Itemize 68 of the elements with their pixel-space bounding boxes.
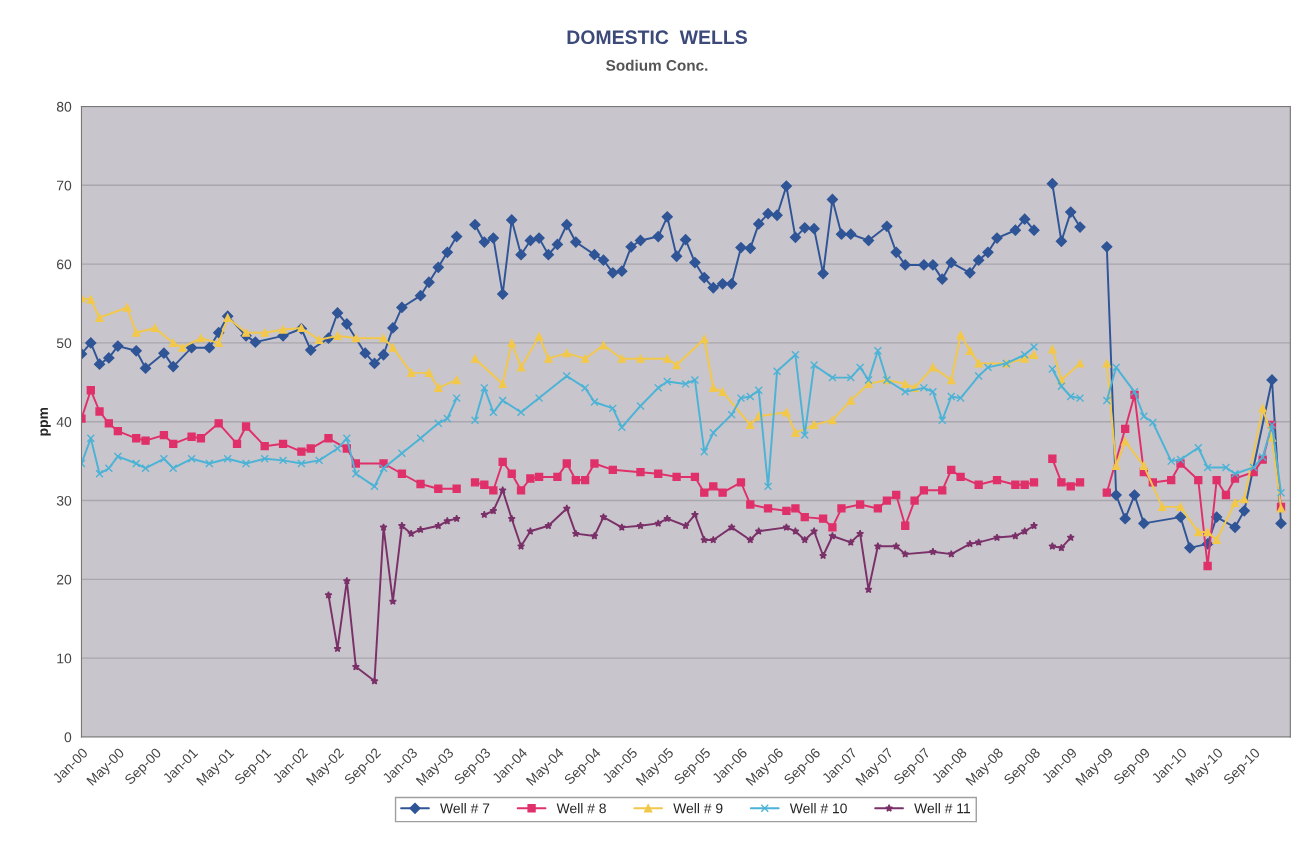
point bbox=[636, 521, 645, 530]
point bbox=[782, 523, 791, 531]
point bbox=[947, 549, 956, 558]
y-axis-title: ppm bbox=[40, 407, 51, 436]
y-tick-label: 30 bbox=[56, 495, 72, 506]
point bbox=[562, 504, 571, 512]
point bbox=[892, 542, 901, 550]
point bbox=[873, 542, 882, 550]
point bbox=[965, 539, 974, 548]
point bbox=[590, 531, 599, 540]
legend-label: Well # 10 bbox=[789, 803, 847, 814]
point bbox=[690, 510, 699, 519]
point bbox=[819, 551, 828, 560]
point bbox=[1020, 527, 1029, 535]
point bbox=[727, 523, 736, 531]
point bbox=[599, 512, 608, 521]
y-tick-label: 50 bbox=[56, 338, 72, 349]
y-tick-label: 40 bbox=[56, 417, 72, 427]
chart-title: DOMESTIC WELLS bbox=[567, 30, 747, 45]
point bbox=[480, 510, 489, 519]
y-tick-label: 0 bbox=[64, 732, 72, 743]
point bbox=[370, 676, 379, 685]
point bbox=[709, 535, 718, 544]
point bbox=[974, 538, 983, 546]
point bbox=[1011, 531, 1020, 540]
legend-label: Well # 7 bbox=[440, 803, 490, 814]
point bbox=[993, 533, 1002, 542]
y-tick-label: 10 bbox=[57, 653, 72, 664]
point bbox=[800, 535, 809, 544]
y-tick-label: 70 bbox=[57, 180, 72, 191]
point bbox=[452, 514, 461, 523]
point bbox=[1030, 521, 1039, 530]
legend-label: Well # 9 bbox=[673, 803, 723, 814]
point bbox=[498, 486, 507, 494]
point bbox=[571, 529, 580, 538]
point bbox=[407, 529, 416, 538]
point bbox=[846, 538, 855, 546]
point bbox=[544, 521, 553, 530]
point bbox=[828, 531, 837, 540]
point bbox=[416, 525, 425, 534]
point bbox=[1048, 542, 1057, 550]
point bbox=[746, 535, 755, 544]
point bbox=[324, 590, 333, 599]
point bbox=[810, 527, 819, 535]
point bbox=[443, 516, 452, 525]
point bbox=[1066, 533, 1075, 542]
point bbox=[434, 521, 443, 530]
point bbox=[700, 535, 709, 544]
y-tick-label: 60 bbox=[57, 259, 72, 270]
point bbox=[342, 576, 351, 585]
point bbox=[507, 514, 516, 523]
point bbox=[928, 547, 937, 556]
point bbox=[654, 519, 663, 527]
point bbox=[351, 662, 360, 671]
point bbox=[397, 521, 406, 530]
legend-label: Well # 8 bbox=[556, 803, 606, 814]
point bbox=[681, 521, 690, 530]
y-tick-label: 80 bbox=[56, 101, 72, 112]
point bbox=[1057, 543, 1066, 552]
point bbox=[663, 514, 672, 523]
point bbox=[754, 527, 763, 535]
point bbox=[901, 549, 910, 558]
legend-label: Well # 11 bbox=[914, 803, 971, 814]
point bbox=[517, 542, 526, 550]
y-tick-label: 20 bbox=[57, 574, 72, 585]
point bbox=[856, 529, 865, 538]
chart-subtitle: Sodium Conc. bbox=[606, 59, 708, 71]
point bbox=[489, 506, 498, 515]
